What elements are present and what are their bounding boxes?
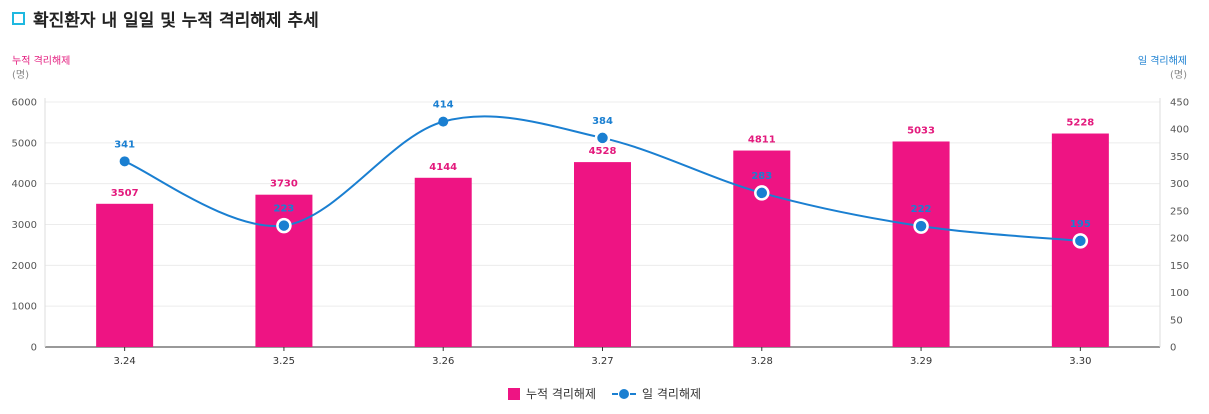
legend-line-swatch-icon — [612, 388, 637, 400]
right-tick-label: 50 — [1170, 315, 1183, 326]
category-label: 3.30 — [1069, 356, 1091, 367]
line-point — [119, 156, 130, 167]
right-tick-label: 0 — [1170, 343, 1176, 354]
bar — [414, 177, 472, 347]
legend-bar-swatch-icon — [507, 387, 520, 400]
left-tick-label: 2000 — [12, 261, 37, 272]
left-axis-title: 누적 격리해제 (명) — [12, 55, 70, 83]
bar-value-label: 5228 — [1066, 118, 1094, 129]
line-point — [913, 218, 929, 234]
bar — [96, 203, 154, 347]
left-tick-label: 1000 — [12, 302, 37, 313]
bar — [574, 162, 631, 347]
bar — [255, 194, 313, 347]
legend-item-line[interactable]: 일 격리해제 — [612, 385, 701, 402]
right-tick-label: 250 — [1170, 206, 1189, 217]
line-point — [754, 185, 770, 201]
line-value-label: 414 — [433, 100, 454, 111]
left-tick-label: 4000 — [12, 179, 37, 190]
legend-item-bar[interactable]: 누적 격리해제 — [507, 385, 597, 402]
line-point — [1072, 233, 1089, 249]
chart-title: 확진환자 내 일일 및 누적 격리해제 추세 — [33, 11, 319, 31]
bar-value-label: 4528 — [589, 146, 617, 157]
left-axis-label: 누적 격리해제 — [12, 56, 71, 67]
line-point — [594, 130, 611, 146]
line-value-label: 341 — [114, 139, 135, 150]
line-point — [276, 217, 292, 234]
left-tick-label: 5000 — [12, 138, 37, 149]
line-point — [438, 116, 449, 127]
line-value-label: 223 — [273, 204, 294, 215]
right-tick-label: 100 — [1170, 288, 1189, 299]
bar-value-label: 4144 — [429, 162, 457, 173]
left-tick-label: 3000 — [12, 220, 37, 231]
left-tick-label: 0 — [31, 343, 37, 354]
category-label: 3.27 — [591, 356, 613, 367]
left-axis-unit: (명) — [12, 70, 30, 81]
bar — [733, 150, 791, 347]
category-label: 3.28 — [751, 356, 773, 367]
legend-bar-label: 누적 격리해제 — [525, 387, 597, 401]
right-axis-label: 일 격리해제 — [1137, 56, 1187, 67]
bar-value-label: 5033 — [907, 125, 935, 136]
legend: 누적 격리해제 일 격리해제 — [0, 385, 1209, 402]
left-tick-label: 6000 — [12, 98, 37, 109]
right-axis-unit: (명) — [1169, 70, 1187, 81]
bar-value-label: 3507 — [111, 188, 139, 199]
bar-value-label: 4811 — [748, 135, 776, 146]
line-value-label: 195 — [1070, 219, 1091, 230]
right-tick-label: 400 — [1170, 125, 1189, 136]
title-square-icon — [12, 12, 25, 25]
category-label: 3.25 — [273, 356, 295, 367]
right-tick-label: 150 — [1170, 261, 1189, 272]
bar — [892, 141, 950, 347]
right-tick-label: 450 — [1170, 98, 1189, 109]
right-tick-label: 350 — [1170, 152, 1189, 163]
line-value-label: 384 — [592, 116, 613, 127]
category-label: 3.26 — [432, 356, 454, 367]
right-tick-label: 300 — [1170, 179, 1189, 190]
category-label: 3.24 — [114, 356, 136, 367]
bar-value-label: 3730 — [270, 179, 298, 190]
line-value-label: 283 — [751, 171, 772, 182]
right-axis-title: 일 격리해제 (명) — [1138, 55, 1187, 83]
chart-title-block: 확진환자 내 일일 및 누적 격리해제 추세 — [12, 6, 319, 31]
legend-line-label: 일 격리해제 — [642, 387, 702, 401]
line-value-label: 222 — [911, 204, 932, 215]
category-label: 3.29 — [910, 356, 932, 367]
right-tick-label: 200 — [1170, 234, 1189, 245]
